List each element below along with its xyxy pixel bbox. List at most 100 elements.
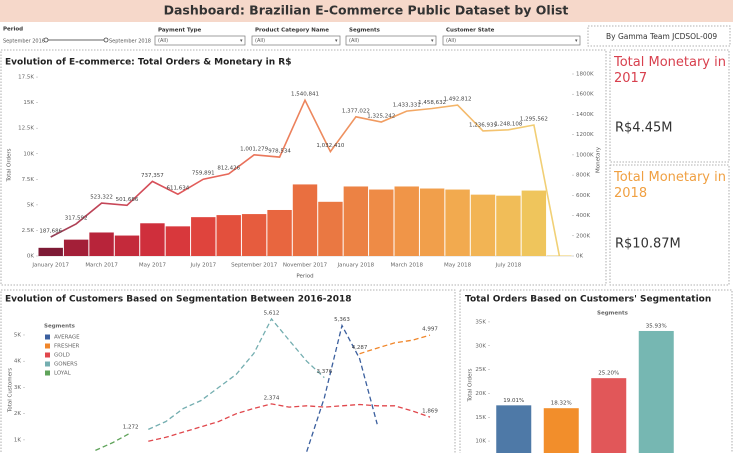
bar (267, 209, 292, 256)
filter-label: Payment Type (158, 28, 202, 34)
slider-handle[interactable] (103, 37, 109, 43)
bar (543, 408, 579, 453)
bar (445, 189, 470, 256)
data-label: 1,236,939 (469, 122, 497, 128)
data-label: 1,869 (422, 409, 438, 415)
bar (89, 232, 114, 256)
line (148, 317, 325, 430)
header-bar (0, 0, 733, 22)
y-tick-label: 0K (576, 254, 583, 260)
data-label: 1,001,279 (240, 146, 268, 152)
bar (38, 247, 63, 256)
chart-title: Evolution of Customers Based on Segmenta… (5, 295, 352, 305)
y2-axis-title: Monetary (596, 146, 602, 173)
data-label: 35.93% (646, 323, 667, 329)
legend-swatch (45, 370, 50, 376)
kpi-card (609, 164, 730, 286)
bar (419, 188, 445, 256)
bar (547, 255, 572, 256)
slider-handle[interactable] (43, 37, 49, 43)
line (95, 432, 132, 451)
data-label: 19.01% (503, 398, 524, 404)
chart-panel (0, 289, 456, 453)
bar (63, 239, 89, 256)
bar (165, 226, 191, 256)
bar (496, 405, 532, 453)
y-tick-label: 1400K (576, 112, 594, 118)
y-tick-label: 7.5K (22, 177, 35, 183)
line (359, 334, 431, 355)
data-label: 5,363 (334, 317, 350, 323)
y-tick-label: 1000K (576, 152, 594, 158)
data-label: 317,592 (65, 215, 88, 221)
y-tick-label: 10K (23, 151, 34, 157)
x-tick-label: May 2017 (139, 263, 167, 269)
data-label: 1,492,812 (444, 97, 472, 103)
filter-dropdown[interactable] (251, 35, 341, 46)
filter-dropdown[interactable] (345, 35, 437, 46)
filter-value: (All) (158, 38, 168, 44)
bar (114, 235, 140, 256)
y-tick-label: 1K (14, 437, 21, 443)
filter-label: Period (3, 27, 23, 33)
x-tick-label: July 2017 (189, 263, 216, 269)
y-tick-label: 5K (27, 202, 34, 208)
x-tick-label: November 2017 (283, 263, 328, 269)
y-tick-label: 2K (14, 411, 21, 417)
y-tick-label: 3K (14, 385, 21, 391)
bar (496, 195, 521, 256)
data-label: 1,248,108 (494, 121, 522, 127)
y-tick-label: 1600K (576, 92, 594, 98)
y-tick-label: 17.5K (18, 75, 34, 81)
data-label: 25.20% (598, 371, 619, 377)
filter-dropdown[interactable] (442, 35, 581, 46)
legend-swatch (45, 361, 50, 367)
y-tick-label: 2.5K (22, 228, 35, 234)
filter-label: Product Category Name (255, 28, 329, 34)
dropdown-arrow: ▾ (335, 38, 338, 44)
data-label: 1,295,562 (520, 117, 548, 123)
bar (521, 190, 547, 256)
y-tick-label: 10K (475, 439, 486, 445)
y-tick-label: 0K (27, 254, 34, 260)
y-axis-title: Total Orders (7, 148, 13, 182)
filter-value: (All) (349, 38, 359, 44)
bar (140, 223, 165, 256)
x-tick-label: March 2018 (390, 263, 423, 269)
x-tick-label: January 2017 (31, 263, 69, 269)
y-tick-label: 35K (475, 319, 486, 325)
data-label: 501,686 (116, 197, 139, 203)
kpi-label: Total Monetary in 2018 (614, 170, 726, 201)
data-label: 2,374 (264, 395, 280, 401)
y-tick-label: 15K (475, 415, 486, 421)
filter-dropdown[interactable] (154, 35, 246, 46)
y-tick-label: 15K (23, 100, 34, 106)
kpi-value: R$10.87M (615, 237, 681, 252)
data-label: 1,433,331 (393, 103, 421, 109)
legend-title: Segments (44, 324, 76, 330)
y-tick-label: 12.5K (18, 126, 34, 132)
data-label: 1,032,410 (316, 143, 344, 149)
line (50, 98, 561, 256)
bar (343, 186, 369, 256)
filter-value: (All) (446, 38, 456, 44)
y-tick-label: 30K (475, 343, 486, 349)
bar (241, 214, 267, 256)
data-label: 4,997 (422, 327, 438, 333)
line (306, 323, 378, 452)
legend-swatch (45, 343, 50, 349)
x-tick-label: May 2018 (444, 263, 472, 269)
bar (318, 201, 343, 256)
dropdown-arrow: ▾ (575, 38, 578, 44)
dropdown-arrow: ▾ (240, 38, 243, 44)
x-tick-label: September 2017 (231, 263, 278, 269)
line (148, 403, 431, 442)
data-label: 187,686 (39, 229, 62, 235)
data-label: 5,612 (264, 310, 280, 316)
period-end: September 2018 (109, 39, 151, 45)
filter-value: (All) (255, 38, 265, 44)
legend-label: LOYAL (54, 371, 72, 377)
data-label: 611,634 (166, 186, 189, 192)
y-tick-label: 5K (14, 332, 21, 338)
